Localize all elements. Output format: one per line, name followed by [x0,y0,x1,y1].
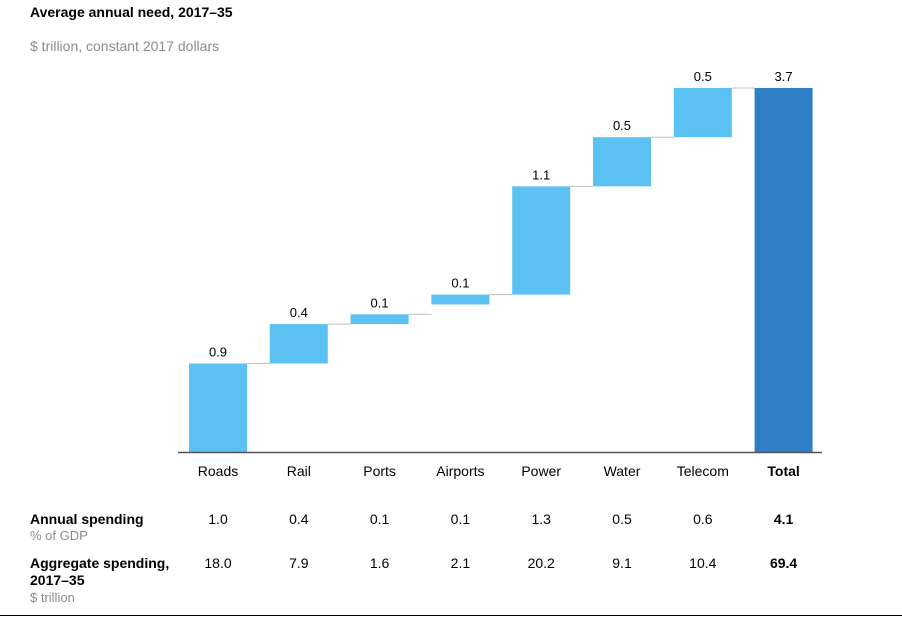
bar-rail [269,324,328,364]
bar-water [593,137,651,187]
annual-spending-label: Annual spending [30,511,144,527]
table-cell: 4.1 [773,511,794,527]
table-cell: 20.2 [527,555,555,571]
value-label: 3.7 [775,69,793,84]
value-label: 0.9 [209,344,227,359]
category-label: Rail [287,463,311,479]
category-label: Total [767,463,799,479]
annual-spending-unit: % of GDP [30,528,88,543]
value-label: 0.5 [694,69,712,84]
bottom-rule [0,615,902,616]
table-cell: 0.6 [693,511,713,527]
category-label: Water [604,463,641,479]
bar-ports [350,314,409,325]
bar-roads [189,363,247,452]
category-label: Telecom [677,463,729,479]
bar-telecom [673,88,732,138]
waterfall-chart: 0.9 Roads 0.4 Rail 0.1 Ports 0.1 Airports 1.1 Pow… [178,69,822,479]
category-label: Ports [363,463,396,479]
table-cell: 0.1 [450,511,471,527]
category-label: Power [521,463,561,479]
aggregate-spending-label: Aggregate spending, 2017–35 [30,555,170,588]
value-label: 0.1 [451,276,469,291]
table-cell: 69.4 [769,555,798,571]
category-label: Airports [436,463,484,479]
bar-airports [431,294,490,305]
value-label: 0.5 [613,118,631,133]
value-label: 0.1 [371,295,389,310]
table-cell: 10.4 [689,555,717,571]
aggregate-spending-unit: $ trillion [30,590,75,605]
table-cell: 18.0 [204,555,232,571]
chart-subtitle: $ trillion, constant 2017 dollars [30,38,220,54]
bar-total [754,88,813,452]
table-cell: 1.3 [531,511,551,527]
table-cell: 1.0 [208,511,228,527]
value-label: 1.1 [532,167,550,182]
chart-title: Average annual need, 2017–35 [30,4,233,20]
bar-power [512,186,571,295]
value-label: 0.4 [290,305,308,320]
table-cell: 0.4 [289,511,309,527]
table-cell: 1.6 [369,555,390,571]
table-cell: 0.1 [369,511,390,527]
table-cell: 2.1 [450,555,471,571]
table-cell: 7.9 [289,555,309,571]
category-label: Roads [198,463,238,479]
table-cell: 9.1 [612,555,632,571]
table-cell: 0.5 [612,511,632,527]
